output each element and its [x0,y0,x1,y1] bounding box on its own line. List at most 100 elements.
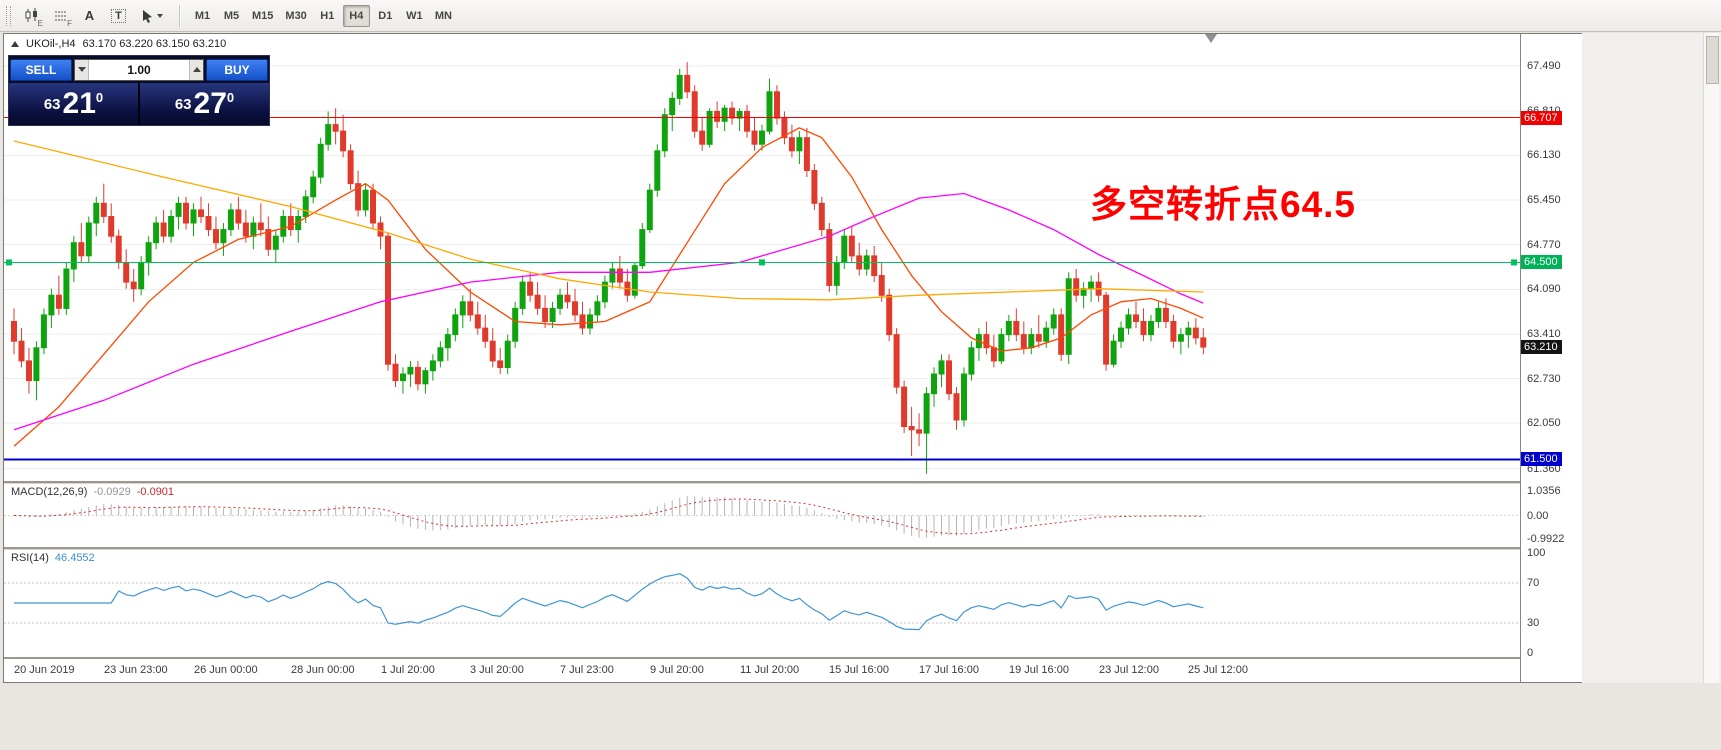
time-axis-label: 9 Jul 20:00 [650,664,704,676]
cursor-icon [143,9,152,23]
price-tick-label: 66.130 [1527,149,1561,162]
chart-tools-group: E F A T [17,4,171,28]
triangle-down-icon [77,67,86,72]
cursor-tool-button[interactable] [134,4,170,28]
pivot-line-price-tag: 64.500 [1521,255,1562,270]
main-chart-plot[interactable]: UKOil-,H4 63.170 63.220 63.150 63.210 SE… [4,34,1520,481]
symbol-name: UKOil-,H4 [26,38,76,50]
rsi-name: RSI(14) [11,552,49,564]
rsi-svg [4,573,1520,631]
price-tick-label: 62.050 [1527,417,1561,430]
volume-input[interactable]: 1.00 [127,62,151,77]
timeframe-button-m1[interactable]: M1 [189,5,216,27]
panel-splitter[interactable] [4,481,1581,484]
macd-signal-line [13,498,1204,535]
one-click-collapse-icon[interactable] [11,41,19,47]
timeframe-button-m30[interactable]: M30 [280,5,311,27]
text-box-button[interactable]: T [105,4,132,28]
timeframe-button-m5[interactable]: M5 [218,5,245,27]
price-divider [138,83,140,125]
time-axis-label: 11 Jul 20:00 [740,664,800,676]
line-handle[interactable] [1511,259,1517,266]
line-handle[interactable] [759,259,765,266]
macd-scale-label: -0.9922 [1527,533,1565,545]
rsi-line [14,573,1204,631]
list-grid-icon [54,11,67,20]
rsi-scale-label: 70 [1527,577,1540,589]
sell-price-point: 0 [95,90,104,105]
time-axis-label: 28 Jun 00:00 [291,664,355,676]
buy-price-pips: 27 [193,87,227,120]
vertical-scrollbar[interactable] [1703,33,1719,683]
toolbar-separator [179,4,180,27]
timeframe-button-w1[interactable]: W1 [401,5,428,27]
buy-price[interactable]: 63 27 0 [140,83,269,125]
price-tick-label: 63.410 [1527,327,1561,340]
sell-price-int: 63 [43,95,61,113]
resistance-line-price-tag: 66.707 [1521,110,1562,125]
macd-name: MACD(12,26,9) [11,486,88,498]
macd-main-value: -0.0929 [93,486,131,498]
rsi-value: 46.4552 [54,552,95,564]
current-price-tag: 63.210 [1521,340,1562,355]
buy-price-int: 63 [174,95,192,113]
symbol-ohlc-label: UKOil-,H4 63.170 63.220 63.150 63.210 [11,38,226,50]
panel-splitter[interactable] [4,547,1581,550]
chart-text-annotation[interactable]: 多空转折点64.5 [1090,184,1357,225]
price-tick-label: 67.490 [1527,60,1561,73]
sub-letter-e: E [37,18,43,28]
timeframe-button-mn[interactable]: MN [430,5,457,27]
line-handle[interactable] [6,259,12,266]
macd-scale-label: 1.0356 [1527,485,1561,497]
text-annotation-button[interactable]: A [76,4,103,28]
macd-scale-label: 0.00 [1527,509,1549,522]
candlesticks [11,62,1207,474]
volume-control[interactable]: 1.00 [74,58,204,81]
buy-price-point: 0 [226,90,235,105]
price-scale[interactable]: 67.49066.81066.13065.45064.77064.09063.4… [1520,34,1583,682]
macd-svg [4,496,1520,538]
ohlc-values: 63.170 63.220 63.150 63.210 [82,38,227,50]
top-toolbar: E F A T M1 M5 M15 M30 H1 H4 D1 W1 MN [0,0,1721,32]
buy-button[interactable]: BUY [206,58,268,81]
chart-shift-marker[interactable] [1205,34,1217,43]
timeframe-button-m15[interactable]: M15 [247,5,278,27]
timeframe-button-d1[interactable]: D1 [372,5,399,27]
timeframe-button-h1[interactable]: H1 [314,5,341,27]
time-axis-label: 20 Jun 2019 [14,664,75,676]
ma-fast-line [13,127,1204,447]
price-tick-label: 65.450 [1527,194,1561,207]
volume-decrease-button[interactable] [75,59,89,80]
chart-window: UKOil-,H4 63.170 63.220 63.150 63.210 SE… [3,33,1583,683]
ma-medium-line [13,192,1204,431]
sell-price-pips: 21 [62,87,96,120]
rsi-scale-label: 100 [1527,547,1546,559]
sell-price[interactable]: 63 21 0 [9,83,138,125]
trade-prices-row: 63 21 0 63 27 0 [9,83,269,125]
macd-label: MACD(12,26,9) -0.0929 -0.0901 [11,486,174,498]
price-chart-svg[interactable] [4,34,1520,481]
sell-button[interactable]: SELL [10,58,72,81]
candlestick-icon [25,8,37,22]
time-axis-label: 17 Jul 16:00 [919,664,979,676]
support-line-price-tag: 61.500 [1521,452,1562,467]
candlestick-chart-button[interactable]: E [18,4,45,28]
toolbar-grip[interactable] [6,5,11,26]
time-axis-label: 15 Jul 16:00 [829,664,889,676]
timeframe-button-h4[interactable]: H4 [342,4,370,27]
trade-controls-row: SELL 1.00 BUY [9,56,269,83]
templates-button[interactable]: F [47,4,74,28]
scrollbar-thumb[interactable] [1706,36,1719,84]
price-tick-label: 64.090 [1527,283,1561,296]
rsi-panel[interactable] [4,549,1520,657]
volume-increase-button[interactable] [189,59,203,80]
time-axis-label: 26 Jun 00:00 [194,664,258,676]
rsi-label: RSI(14) 46.4552 [11,552,95,564]
chevron-down-icon [157,13,163,18]
time-axis-label: 1 Jul 20:00 [381,664,435,676]
letter-t-icon: T [111,8,126,23]
time-axis-label: 23 Jul 12:00 [1099,664,1159,676]
time-axis-label: 7 Jul 23:00 [560,664,614,676]
macd-panel[interactable] [4,483,1520,547]
time-axis[interactable]: 20 Jun 2019 23 Jun 23:00 26 Jun 00:00 28 Ju… [4,659,1520,682]
